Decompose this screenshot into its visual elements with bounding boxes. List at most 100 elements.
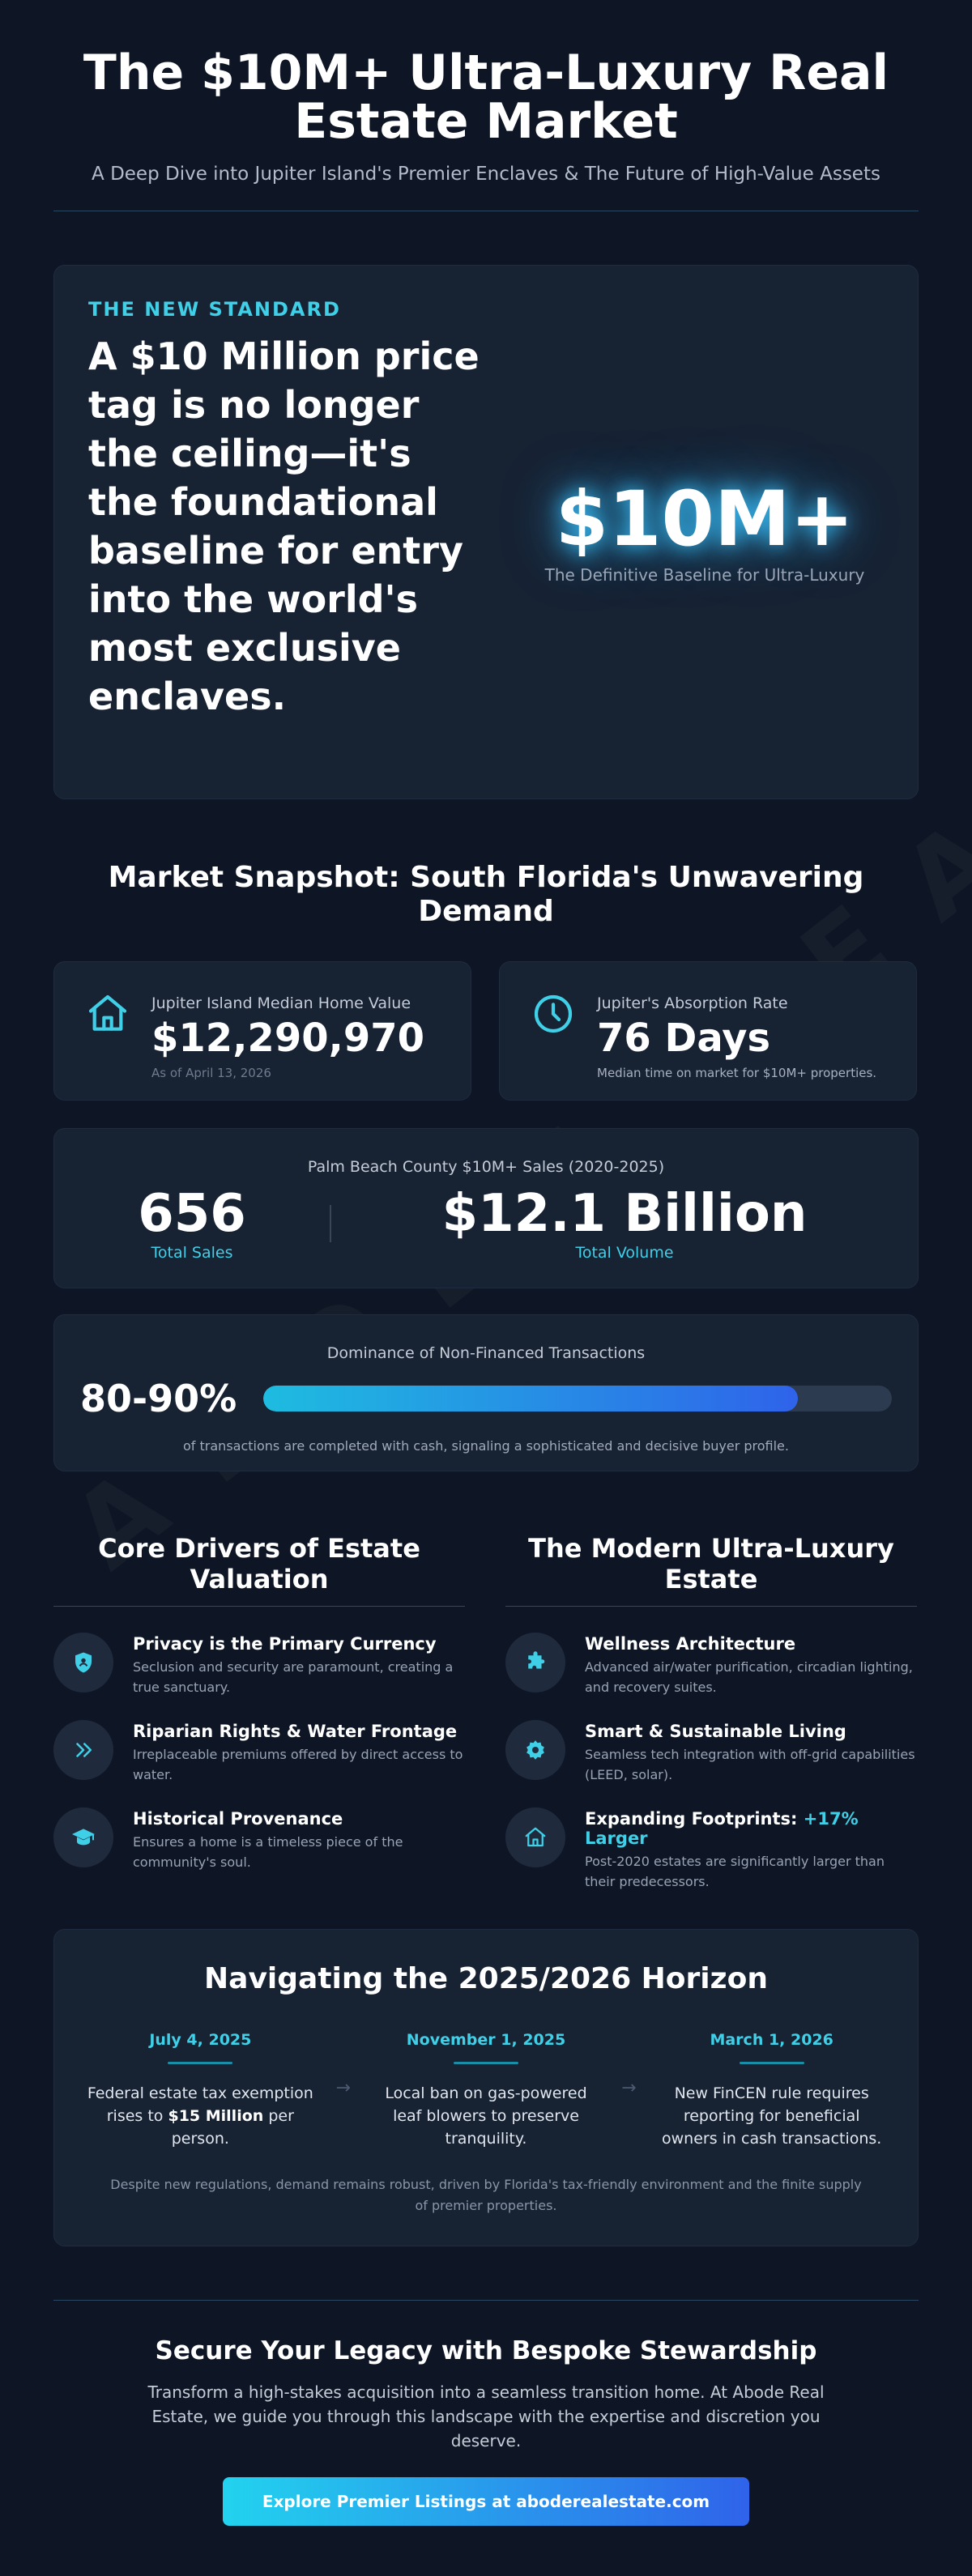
modern-item-desc: Seamless tech integration with off-grid … [585, 1747, 915, 1782]
timeline-date: November 1, 2025 [406, 2031, 566, 2049]
home-icon [505, 1807, 565, 1867]
timeline-text-before: Federal estate tax exemption rises to [87, 2084, 313, 2125]
clock-icon [534, 994, 573, 1033]
horizon-note: Despite new regulations, demand remains … [110, 2177, 862, 2213]
total-sales-col: 656 Total Sales [54, 1186, 330, 1262]
timeline-item-estate-tax: July 4, 2025 Federal estate tax exemptio… [74, 2031, 327, 2150]
timeline-item-leaf-blowers: November 1, 2025 Local ban on gas-powere… [360, 2031, 613, 2150]
modern-item-desc: Post-2020 estates are significantly larg… [585, 1854, 885, 1889]
drivers-column: Core Drivers of Estate Valuation Privacy… [53, 1533, 465, 1871]
gear-icon [505, 1720, 565, 1780]
driver-item-title: Historical Provenance [133, 1809, 343, 1829]
features-columns: Core Drivers of Estate Valuation Privacy… [53, 1533, 919, 1889]
modern-item-title-text: Expanding Footprints: [585, 1809, 804, 1829]
footprint-growth-accent: +17% Larger [585, 1809, 859, 1848]
cash-card: Dominance of Non-Financed Transactions 8… [53, 1314, 919, 1471]
driver-item-desc: Ensures a home is a timeless piece of th… [133, 1834, 403, 1870]
horizon-title: Navigating the 2025/2026 Horizon [204, 1962, 768, 1995]
timeline-date: July 4, 2025 [149, 2031, 252, 2049]
total-sales-value: 656 [138, 1184, 246, 1244]
sales-card: Palm Beach County $10M+ Sales (2020-2025… [53, 1128, 919, 1288]
median-value-body: Jupiter Island Median Home Value $12,290… [151, 991, 424, 1100]
modern-item-wellness-body: Wellness Architecture Advanced air/water… [585, 1633, 917, 1696]
total-sales-label: Total Sales [151, 1244, 233, 1262]
timeline-text: Local ban on gas-powered leaf blowers to… [385, 2084, 587, 2148]
cash-title: Dominance of Non-Financed Transactions [326, 1344, 646, 1362]
absorption-body: Jupiter's Absorption Rate 76 Days Median… [597, 991, 876, 1100]
driver-item-provenance: Historical Provenance Ensures a home is … [53, 1807, 465, 1871]
total-volume-col: $12.1 Billion Total Volume [331, 1186, 918, 1262]
hero-eyebrow: THE NEW STANDARD [88, 298, 341, 321]
snapshot-title: Market Snapshot: South Florida's Unwaver… [108, 861, 864, 928]
modern-title: The Modern Ultra-Luxury Estate [505, 1533, 917, 1607]
timeline-rule [168, 2062, 233, 2064]
hero-card: THE NEW STANDARD A $10 Million price tag… [53, 265, 919, 799]
timeline-text-after: per person. [171, 2107, 294, 2148]
median-value-card: Jupiter Island Median Home Value $12,290… [53, 961, 471, 1101]
modern-item-smart: Smart & Sustainable Living Seamless tech… [505, 1720, 917, 1783]
horizon-card: Navigating the 2025/2026 Horizon July 4,… [53, 1929, 919, 2246]
driver-item-desc: Seclusion and security are paramount, cr… [133, 1659, 454, 1695]
hero-big-number: $10M+ [555, 475, 855, 564]
timeline-text-bold: $15 Million [168, 2107, 264, 2125]
shield-icon [53, 1633, 113, 1692]
driver-item-privacy-body: Privacy is the Primary Currency Seclusio… [133, 1633, 465, 1696]
cash-note: of transactions are completed with cash,… [183, 1438, 789, 1454]
absorption-value: 76 Days [597, 1015, 771, 1061]
cash-bar-track [263, 1386, 892, 1411]
timeline-rule [454, 2062, 518, 2064]
cta-title: Secure Your Legacy with Bespoke Stewards… [155, 2336, 817, 2365]
timeline-text: Federal estate tax exemption rises to $1… [87, 2082, 313, 2150]
hero-left: THE NEW STANDARD A $10 Million price tag… [88, 266, 493, 798]
footer-divider [53, 2300, 919, 2301]
driver-item-riparian-body: Riparian Rights & Water Frontage Irrepla… [133, 1720, 465, 1783]
page-subtitle: A Deep Dive into Jupiter Island's Premie… [92, 164, 880, 185]
absorption-label: Jupiter's Absorption Rate [597, 994, 788, 1012]
median-value-note: As of April 13, 2026 [151, 1066, 271, 1080]
absorption-card: Jupiter's Absorption Rate 76 Days Median… [499, 961, 917, 1101]
cash-bar-fill [263, 1386, 798, 1411]
modern-item-title-text: Wellness Architecture [585, 1634, 796, 1654]
puzzle-icon [505, 1633, 565, 1692]
timeline: July 4, 2025 Federal estate tax exemptio… [54, 2031, 918, 2150]
modern-item-smart-body: Smart & Sustainable Living Seamless tech… [585, 1720, 917, 1783]
driver-item-title: Riparian Rights & Water Frontage [133, 1722, 458, 1741]
driver-item-provenance-body: Historical Provenance Ensures a home is … [133, 1807, 465, 1871]
graduation-cap-icon [53, 1807, 113, 1867]
hero-big-caption: The Definitive Baseline for Ultra-Luxury [544, 565, 865, 585]
drivers-title: Core Drivers of Estate Valuation [53, 1533, 465, 1607]
absorption-note: Median time on market for $10M+ properti… [597, 1066, 877, 1080]
modern-item-title: Wellness Architecture [585, 1634, 917, 1654]
median-value-label: Jupiter Island Median Home Value [151, 994, 411, 1012]
modern-item-wellness: Wellness Architecture Advanced air/water… [505, 1633, 917, 1696]
timeline-rule [739, 2062, 804, 2064]
driver-item-privacy: Privacy is the Primary Currency Seclusio… [53, 1633, 465, 1696]
modern-column: The Modern Ultra-Luxury Estate Wellness … [505, 1533, 917, 1889]
total-volume-value: $12.1 Billion [441, 1184, 808, 1244]
sales-title: Palm Beach County $10M+ Sales (2020-2025… [307, 1158, 665, 1176]
modern-item-title-text: Smart & Sustainable Living [585, 1722, 846, 1741]
hero-right: $10M+ The Definitive Baseline for Ultra-… [493, 266, 884, 798]
chevrons-right-icon [53, 1720, 113, 1780]
driver-item-title: Privacy is the Primary Currency [133, 1634, 437, 1654]
total-volume-label: Total Volume [575, 1244, 674, 1262]
cash-percentage: 80-90% [80, 1377, 237, 1420]
modern-item-footprints-body: Expanding Footprints: +17% Larger Post-2… [585, 1807, 917, 1889]
home-icon [88, 994, 127, 1031]
hero-statement: A $10 Million price tag is no longer the… [88, 334, 480, 718]
modern-item-title: Expanding Footprints: +17% Larger [585, 1809, 917, 1848]
arrow-right-icon: → [621, 2078, 637, 2098]
explore-listings-button[interactable]: Explore Premier Listings at aboderealest… [223, 2477, 749, 2526]
timeline-item-fincen: March 1, 2026 New FinCEN rule requires r… [645, 2031, 898, 2150]
driver-item-riparian: Riparian Rights & Water Frontage Irrepla… [53, 1720, 465, 1783]
timeline-date: March 1, 2026 [710, 2031, 833, 2049]
sales-divider [330, 1205, 331, 1242]
header: The $10M+ Ultra-Luxury Real Estate Marke… [0, 0, 972, 185]
timeline-text: New FinCEN rule requires reporting for b… [662, 2084, 882, 2148]
modern-item-footprints: Expanding Footprints: +17% Larger Post-2… [505, 1807, 917, 1889]
cta-text: Transform a high-stakes acquisition into… [147, 2382, 825, 2450]
driver-item-desc: Irreplaceable premiums offered by direct… [133, 1747, 463, 1782]
median-value: $12,290,970 [151, 1015, 425, 1061]
modern-item-title: Smart & Sustainable Living [585, 1722, 917, 1741]
